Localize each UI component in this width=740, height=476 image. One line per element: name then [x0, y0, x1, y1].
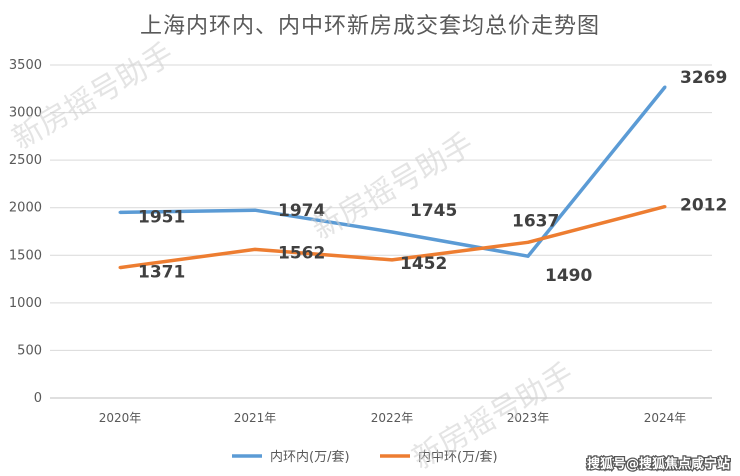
data-point — [118, 266, 122, 270]
legend: 内环内(万/套) 内中环(万/套) — [232, 449, 498, 465]
data-label: 1637 — [512, 211, 559, 231]
watermark-text: 新房摇号助手 — [307, 127, 480, 247]
data-label: 3269 — [680, 68, 727, 88]
source-watermark: 搜狐号@搜狐焦点咸宁站 — [587, 456, 730, 472]
data-label: 2012 — [680, 196, 727, 216]
data-label: 1371 — [138, 263, 185, 283]
data-label: 1951 — [138, 207, 185, 227]
data-labels: 1951 1974 1745 1490 3269 1371 1562 1452 1637 2012 — [138, 68, 727, 286]
data-point — [253, 247, 257, 251]
x-axis-ticks: 2020年 2021年 2022年 2023年 2024年 — [99, 411, 687, 425]
x-tick-label: 2023年 — [507, 411, 550, 425]
data-label: 1745 — [410, 201, 457, 221]
watermark-text: 新房摇号助手 — [7, 37, 180, 157]
data-point — [526, 240, 530, 244]
y-tick-label: 0 — [34, 391, 42, 406]
x-tick-label: 2021年 — [234, 411, 277, 425]
data-label: 1974 — [278, 201, 325, 221]
series-lines — [118, 85, 667, 270]
y-axis-ticks: 0 500 1000 1500 2000 2500 3000 3500 — [9, 58, 42, 406]
data-point — [663, 85, 667, 89]
data-point — [390, 258, 394, 262]
data-point — [390, 230, 394, 234]
data-label: 1452 — [400, 254, 447, 274]
data-point — [118, 210, 122, 214]
gridlines — [50, 64, 712, 399]
legend-label: 内中环(万/套) — [418, 449, 498, 465]
y-tick-label: 1500 — [9, 248, 42, 263]
y-tick-label: 3500 — [9, 58, 42, 73]
legend-label: 内环内(万/套) — [270, 449, 350, 465]
y-tick-label: 1000 — [9, 296, 42, 311]
y-tick-label: 3000 — [9, 106, 42, 121]
y-tick-label: 2000 — [9, 201, 42, 216]
data-label: 1562 — [278, 243, 325, 263]
x-tick-label: 2020年 — [99, 411, 142, 425]
chart-title: 上海内环内、内中环新房成交套均总价走势图 — [139, 14, 600, 39]
data-point — [253, 208, 257, 212]
y-tick-label: 500 — [17, 343, 42, 358]
y-tick-label: 2500 — [9, 153, 42, 168]
x-tick-label: 2024年 — [644, 411, 687, 425]
data-point — [526, 254, 530, 258]
x-tick-label: 2022年 — [371, 411, 414, 425]
data-label: 1490 — [545, 266, 592, 286]
data-point — [663, 205, 667, 209]
